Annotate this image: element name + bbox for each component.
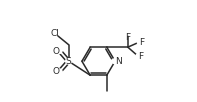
Text: S: S bbox=[66, 57, 71, 66]
Text: O: O bbox=[53, 47, 60, 55]
Circle shape bbox=[112, 59, 118, 64]
Text: N: N bbox=[115, 57, 122, 66]
Text: F: F bbox=[125, 33, 130, 42]
Text: Cl: Cl bbox=[50, 29, 59, 38]
Circle shape bbox=[57, 69, 62, 74]
Circle shape bbox=[57, 49, 62, 53]
Circle shape bbox=[51, 30, 58, 37]
Circle shape bbox=[136, 54, 140, 58]
Circle shape bbox=[137, 40, 141, 44]
Circle shape bbox=[126, 31, 130, 35]
Text: F: F bbox=[139, 38, 144, 47]
Text: F: F bbox=[138, 52, 143, 61]
Text: O: O bbox=[53, 67, 60, 76]
Circle shape bbox=[66, 58, 71, 64]
